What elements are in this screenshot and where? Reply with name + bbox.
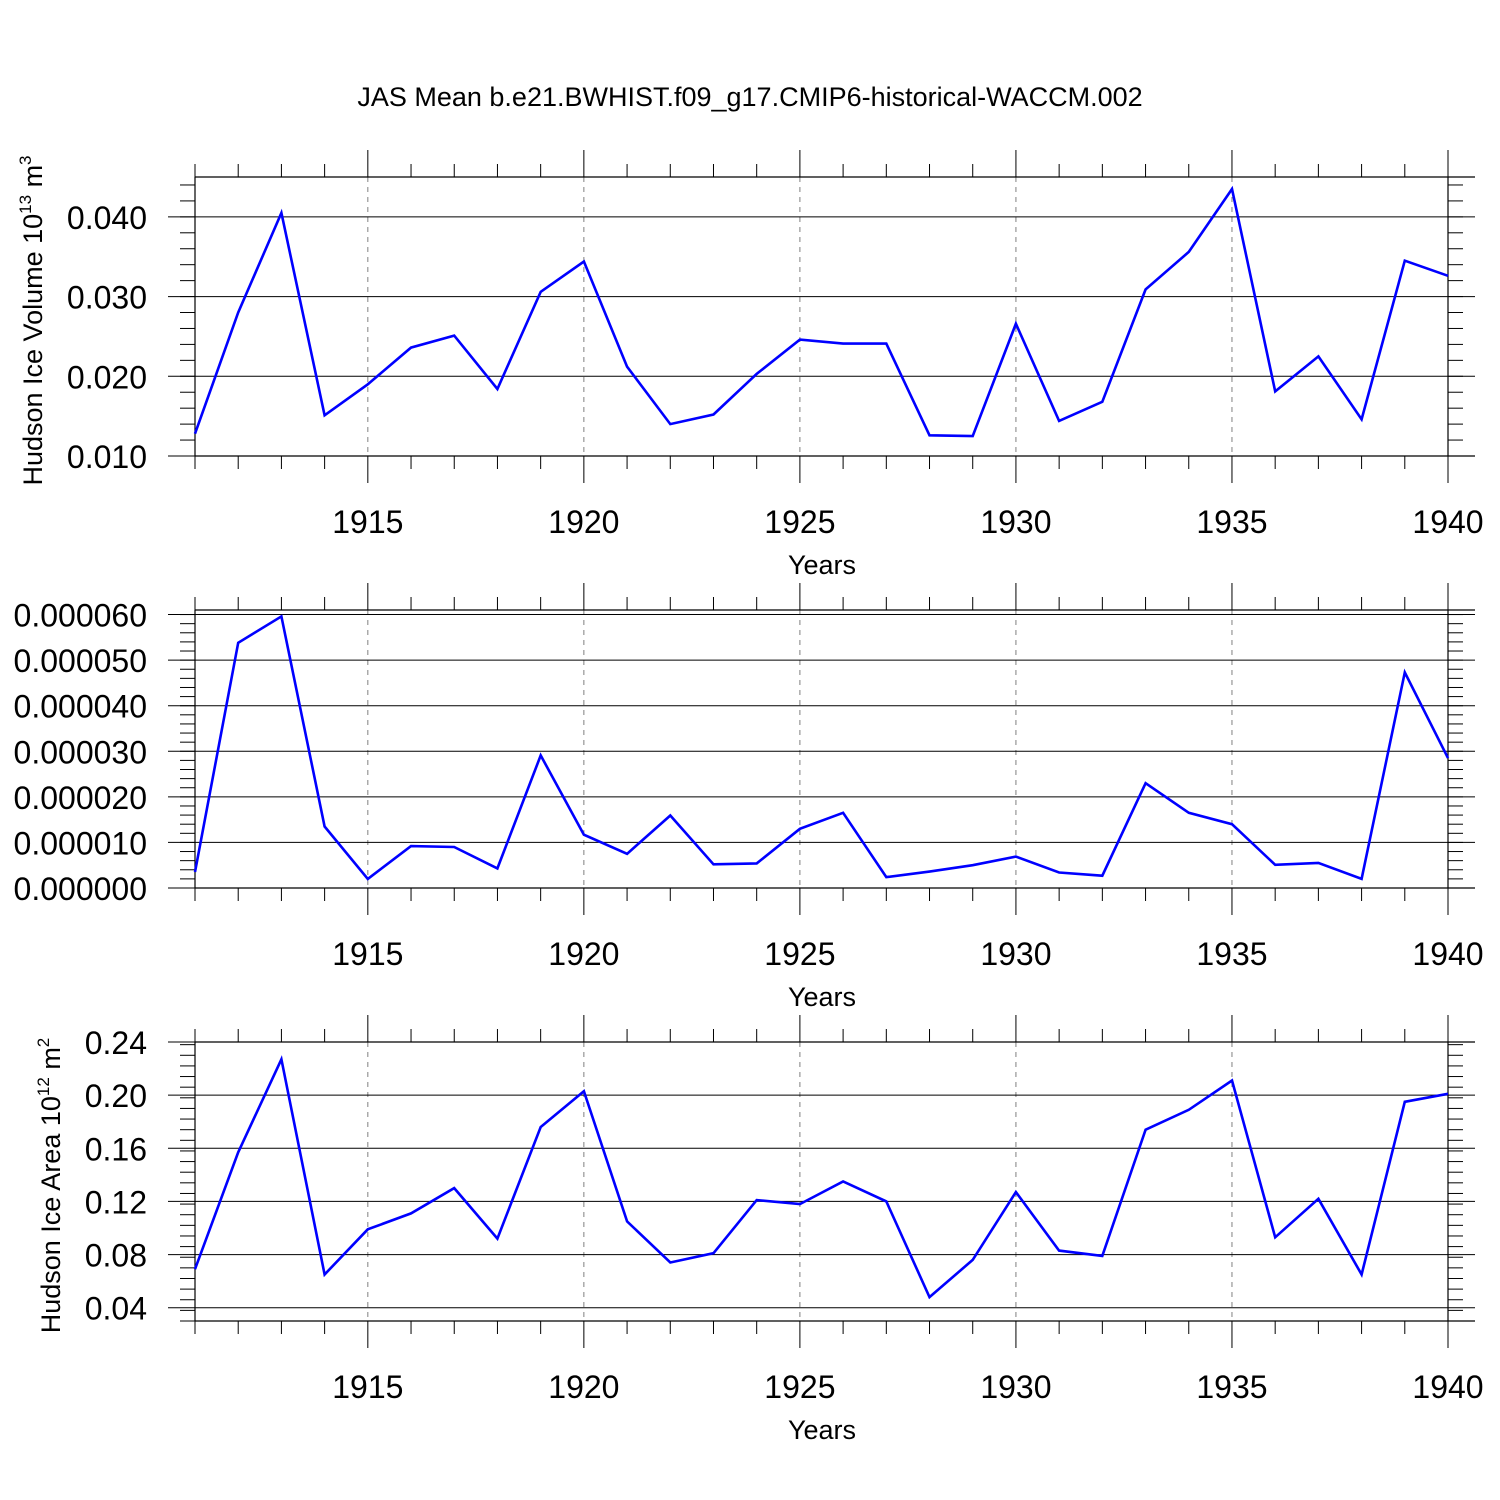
x-tick-label: 1925 xyxy=(764,936,835,972)
x-axis-title: Years xyxy=(788,550,856,580)
y-tick-label: 0.08 xyxy=(85,1238,147,1274)
y-axis-title-superscript: 12 xyxy=(34,1077,53,1096)
series-line xyxy=(193,614,1450,881)
y-tick-label: 0.010 xyxy=(67,439,147,475)
x-tick-label: 1915 xyxy=(332,504,403,540)
x-axis-title: Years xyxy=(788,1415,856,1445)
x-tick-label: 1920 xyxy=(548,936,619,972)
y-axis-title: Hudson Ice Area 1012 m2 xyxy=(34,1038,66,1334)
chart-title: JAS Mean b.e21.BWHIST.f09_g17.CMIP6-hist… xyxy=(357,82,1142,112)
x-tick-label: 1940 xyxy=(1412,504,1483,540)
x-tick-label: 1940 xyxy=(1412,936,1483,972)
x-tick-label: 1930 xyxy=(980,504,1051,540)
y-tick-label: 0.000060 xyxy=(14,598,147,634)
x-tick-label: 1940 xyxy=(1412,1369,1483,1405)
x-tick-label: 1930 xyxy=(980,936,1051,972)
y-tick-label: 0.16 xyxy=(85,1131,147,1167)
y-tick-label: 0.030 xyxy=(67,280,147,316)
x-tick-label: 1920 xyxy=(548,504,619,540)
x-tick-label: 1935 xyxy=(1196,504,1267,540)
y-axis-title: Hudson Ice Volume 1013 m3 xyxy=(16,155,48,485)
y-axis-title-superscript: 3 xyxy=(16,155,35,164)
panel-ice-volume: 0.010 0.020 0.030 0.040 1915 1920 1925 1930 1935… xyxy=(16,150,1484,580)
y-tick-label: 0.040 xyxy=(67,200,147,236)
x-tick-label: 1930 xyxy=(980,1369,1051,1405)
y-tick-label: 0.000020 xyxy=(14,780,147,816)
y-tick-label: 0.000000 xyxy=(14,871,147,907)
y-tick-label: 0.000040 xyxy=(14,689,147,725)
x-tick-label: 1935 xyxy=(1196,936,1267,972)
y-axis-title-part: m xyxy=(36,1047,66,1077)
y-tick-label: 0.20 xyxy=(85,1078,147,1114)
x-tick-label: 1925 xyxy=(764,1369,835,1405)
x-axis-title: Years xyxy=(788,982,856,1012)
panel-series-2: 0.000000 0.000010 0.000020 0.000030 0.000040… xyxy=(14,583,1484,1012)
y-tick-label: 0.12 xyxy=(85,1184,147,1220)
x-tick-label: 1925 xyxy=(764,504,835,540)
y-tick-label: 0.020 xyxy=(67,359,147,395)
y-axis-title-superscript: 2 xyxy=(34,1038,53,1047)
y-tick-label: 0.000030 xyxy=(14,734,147,770)
y-tick-label: 0.24 xyxy=(85,1025,147,1061)
panel-ice-area: 0.04 0.08 0.12 0.16 0.20 0.24 1915 1920 1925 1930… xyxy=(34,1015,1484,1445)
series-line xyxy=(193,1055,1449,1300)
y-axis-title-part: m xyxy=(18,165,48,195)
x-tick-label: 1915 xyxy=(332,936,403,972)
x-tick-label: 1915 xyxy=(332,1369,403,1405)
series-line xyxy=(193,185,1449,438)
y-tick-label: 0.000050 xyxy=(14,643,147,679)
y-axis-title-superscript: 13 xyxy=(16,195,35,214)
y-axis-title-part: Hudson Ice Area 10 xyxy=(36,1096,66,1333)
x-tick-label: 1935 xyxy=(1196,1369,1267,1405)
y-axis-title-part: Hudson Ice Volume 10 xyxy=(18,214,48,486)
y-tick-label: 0.000010 xyxy=(14,825,147,861)
y-tick-label: 0.04 xyxy=(85,1291,147,1327)
x-tick-label: 1920 xyxy=(548,1369,619,1405)
